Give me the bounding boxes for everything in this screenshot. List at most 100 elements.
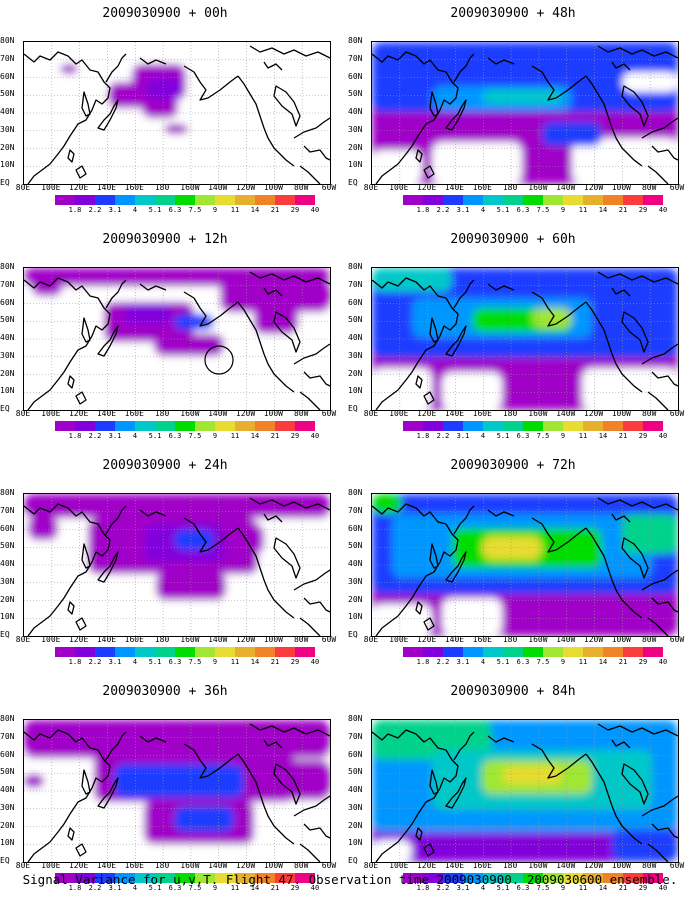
colorbar-swatch (483, 873, 503, 883)
lon-label: 100E (389, 409, 409, 418)
colorbar-swatch (623, 195, 643, 205)
lon-label: 60W (669, 861, 685, 870)
lat-label: 80N (0, 714, 15, 723)
colorbar-label: 5.1 (496, 658, 510, 666)
colorbar-swatch (403, 195, 423, 205)
variance-map (24, 268, 330, 410)
lon-label: 80E (15, 183, 31, 192)
lon-label: 140W (208, 635, 228, 644)
lat-label: EQ (348, 856, 358, 865)
lon-label: 180 (502, 409, 518, 418)
colorbar-label: 7.5 (188, 884, 202, 892)
lon-label: 140W (208, 183, 228, 192)
lon-label: 180 (502, 861, 518, 870)
lat-label: 40N (348, 559, 363, 568)
variance-region (372, 494, 402, 514)
colorbar-swatch (55, 647, 75, 657)
lon-label: 160E (472, 409, 492, 418)
colorbar-swatch (463, 195, 483, 205)
colorbar-swatch (583, 873, 603, 883)
lat-label: 40N (348, 333, 363, 342)
colorbar-swatch (423, 873, 443, 883)
colorbar-swatch (295, 873, 315, 883)
lat-label: 50N (348, 89, 363, 99)
lat-label: 60N (348, 297, 363, 307)
variance-region (542, 122, 602, 146)
lon-label: 80E (15, 409, 31, 418)
colorbar-label: 5.1 (496, 206, 510, 214)
colorbar-swatch (603, 195, 623, 205)
colorbar-label: 11 (230, 884, 240, 892)
colorbar-swatch (643, 421, 663, 431)
lon-label: 160E (472, 861, 492, 870)
colorbar-label: 3.1 (108, 658, 122, 666)
colorbar-swatch (563, 873, 583, 883)
colorbar-swatch (403, 873, 423, 883)
lat-label: 30N (0, 350, 15, 360)
lon-label: 100E (41, 183, 61, 192)
lat-label: 70N (0, 505, 15, 515)
lon-label: 80W (293, 409, 309, 418)
lat-label: 60N (0, 749, 15, 759)
lat-label: 10N (348, 612, 363, 622)
lon-label: 160E (472, 183, 492, 192)
colorbar-label: 21 (618, 658, 628, 666)
variance-map (372, 494, 678, 636)
colorbar-label: 4 (480, 658, 486, 666)
colorbar-swatch (135, 421, 155, 431)
colorbar-label: 2.2 (436, 658, 450, 666)
colorbar-swatch (643, 647, 663, 657)
lat-label: EQ (348, 404, 358, 413)
colorbar-label: 40 (310, 206, 320, 214)
colorbar-swatch (523, 647, 543, 657)
colorbar-label: 29 (290, 884, 300, 892)
lat-label: 30N (348, 124, 363, 134)
lat-label: 80N (0, 488, 15, 497)
variance-region (224, 524, 264, 554)
colorbar-swatch (623, 647, 643, 657)
colorbar-label: 21 (270, 432, 280, 440)
colorbar-label: 2.2 (436, 432, 450, 440)
colorbar-swatch (443, 873, 463, 883)
colorbar (55, 647, 315, 657)
colorbar-label: 5.1 (148, 206, 162, 214)
colorbar-swatch (95, 195, 115, 205)
colorbar-swatch (443, 647, 463, 657)
lon-label: 160E (124, 861, 144, 870)
colorbar-swatch (483, 647, 503, 657)
colorbar-label: 21 (618, 884, 628, 892)
colorbar-swatch (623, 873, 643, 883)
lon-label: 60W (321, 635, 337, 644)
lon-label: 80W (641, 183, 657, 192)
lon-label: 140W (208, 409, 228, 418)
lon-label: 140E (96, 861, 117, 870)
colorbar-swatch (255, 195, 275, 205)
variance-region (220, 278, 330, 312)
colorbar-label: 7.5 (188, 206, 202, 214)
lat-label: EQ (0, 630, 10, 639)
colorbar-swatch (75, 647, 95, 657)
variance-map (24, 494, 330, 636)
lat-label: 60N (0, 71, 15, 81)
lat-label: 60N (0, 523, 15, 533)
variance-region (174, 806, 234, 832)
colorbar-label: 4 (480, 884, 486, 892)
colorbar-label: 11 (578, 658, 588, 666)
colorbar-swatch (583, 195, 603, 205)
variance-region (372, 150, 422, 184)
lon-label: 100W (611, 861, 631, 870)
lat-label: 50N (348, 541, 363, 551)
lat-label: 80N (348, 36, 363, 45)
lat-label: 10N (0, 160, 15, 170)
colorbar-swatch (175, 421, 195, 431)
lon-label: 100W (611, 409, 631, 418)
lat-label: 10N (0, 612, 15, 622)
colorbar-swatch (75, 873, 95, 883)
coastline (24, 45, 330, 184)
colorbar-swatch (275, 195, 295, 205)
colorbar-label: 6.3 (168, 658, 182, 666)
colorbar-swatch (443, 195, 463, 205)
colorbar-swatch (115, 873, 135, 883)
lon-label: 100E (389, 861, 409, 870)
colorbar-swatch (155, 873, 175, 883)
